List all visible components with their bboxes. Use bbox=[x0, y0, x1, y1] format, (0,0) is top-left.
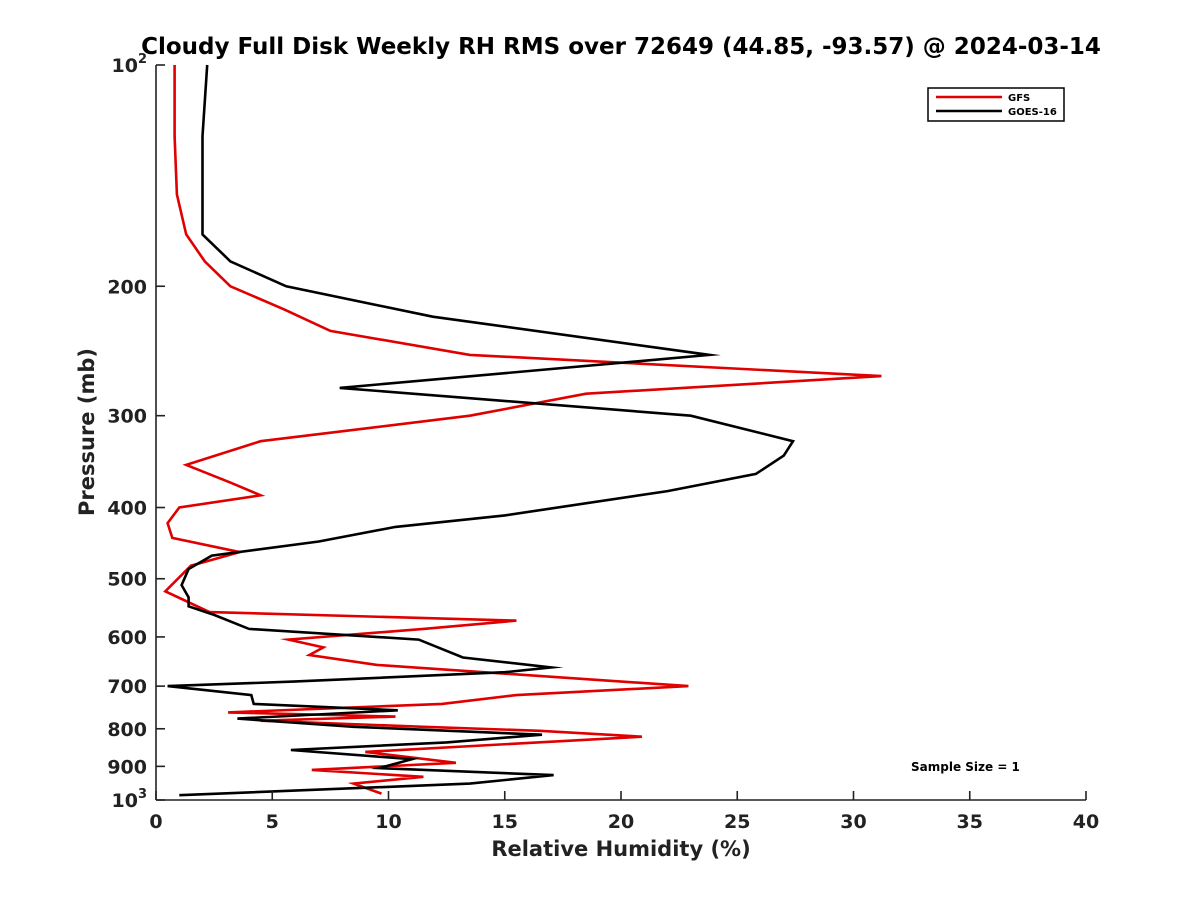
y-tick-label: 400 bbox=[107, 498, 147, 520]
y-tick-label: 600 bbox=[107, 627, 147, 649]
x-tick-label: 30 bbox=[840, 811, 866, 833]
x-tick-label: 40 bbox=[1073, 811, 1099, 833]
x-tick-label: 15 bbox=[492, 811, 518, 833]
y-tick-label: 200 bbox=[107, 276, 147, 298]
x-tick-label: 0 bbox=[149, 811, 162, 833]
x-axis-label: Relative Humidity (%) bbox=[491, 837, 750, 861]
legend: GFS GOES-16 bbox=[927, 87, 1065, 122]
x-tick-label: 10 bbox=[375, 811, 401, 833]
y-tick-label: 900 bbox=[107, 756, 147, 778]
y-tick-label: 500 bbox=[107, 569, 147, 591]
y-tick-label: 103 bbox=[112, 787, 148, 812]
x-tick-label: 5 bbox=[266, 811, 279, 833]
tick-layer: 0 5 10 15 20 25 30 35 40 102 200 300 400 500 600 700 800… bbox=[107, 52, 1099, 833]
chart-title: Cloudy Full Disk Weekly RH RMS over 7264… bbox=[141, 34, 1101, 60]
legend-label-goes16: GOES-16 bbox=[1008, 107, 1057, 118]
x-tick-label: 20 bbox=[608, 811, 634, 833]
x-tick-label: 35 bbox=[957, 811, 983, 833]
legend-box bbox=[927, 87, 1065, 122]
series-line-goes16 bbox=[167, 64, 796, 797]
sample-size-annotation: Sample Size = 1 bbox=[911, 760, 1020, 774]
series-layer bbox=[163, 64, 882, 797]
y-tick-label: 700 bbox=[107, 676, 147, 698]
y-tick-label: 800 bbox=[107, 719, 147, 741]
y-tick-label: 102 bbox=[112, 52, 148, 77]
y-axis-label: Pressure (mb) bbox=[75, 348, 99, 516]
legend-label-gfs: GFS bbox=[1008, 93, 1030, 104]
y-tick-label: 300 bbox=[107, 406, 147, 428]
x-tick-label: 25 bbox=[724, 811, 750, 833]
